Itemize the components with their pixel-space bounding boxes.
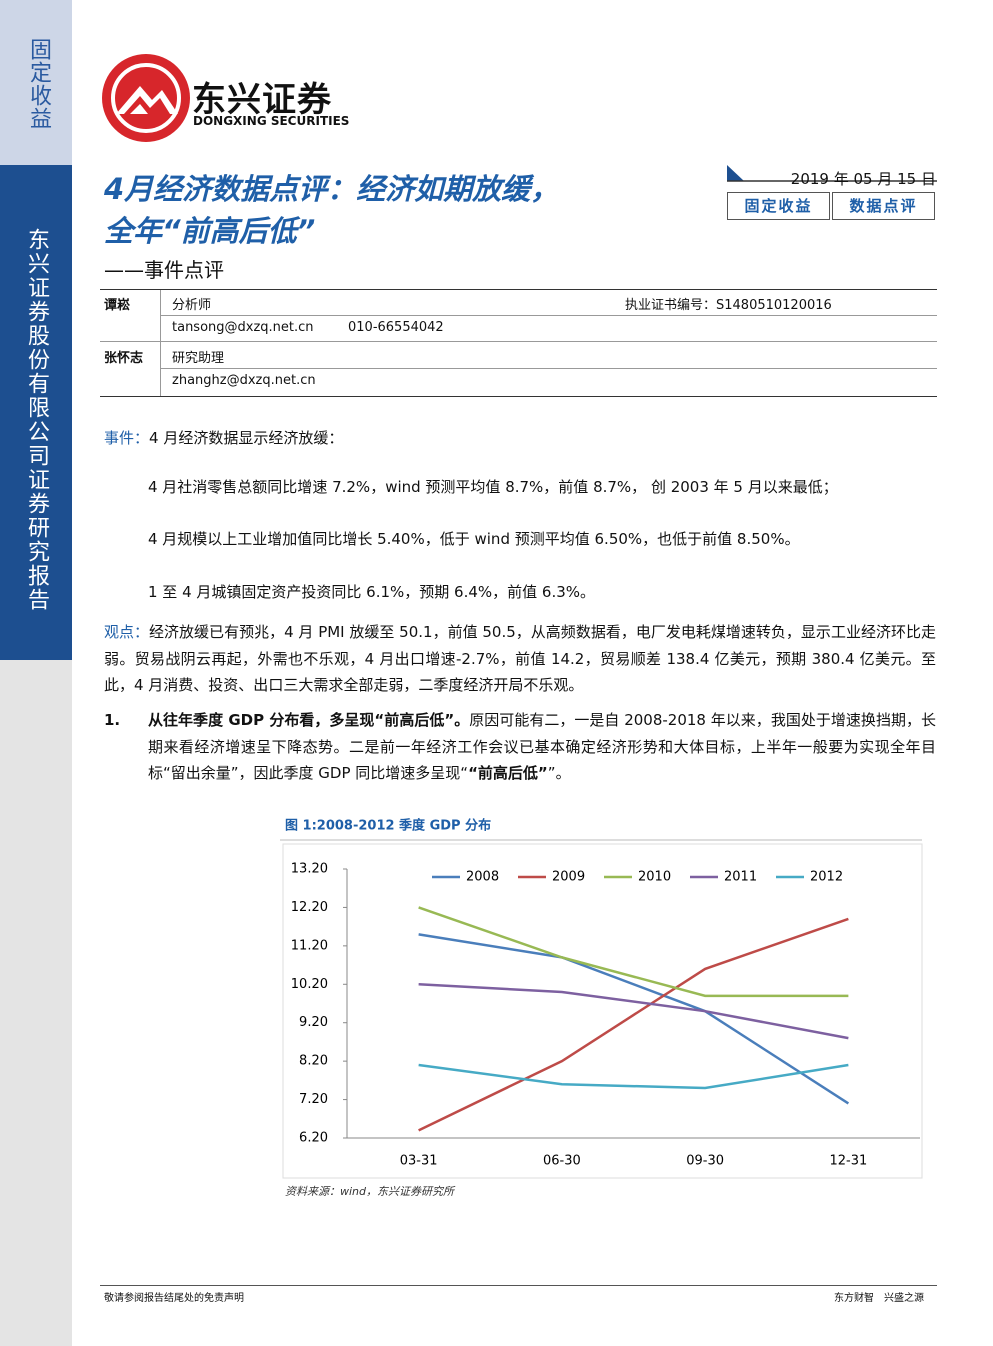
- x-tick-label: 12-31: [829, 1154, 867, 1169]
- author-name: 张怀志: [104, 351, 144, 366]
- tag: 固定收益: [727, 192, 830, 220]
- author-license: 执业证书编号：S1480510120016: [625, 298, 832, 313]
- series-line: [418, 983, 849, 1040]
- point-number: 1.: [104, 711, 121, 729]
- legend-label: 2011: [724, 870, 757, 885]
- table-line: [160, 315, 937, 316]
- logo-name: 东兴证券: [192, 80, 332, 120]
- x-tick-label: 09-30: [686, 1154, 724, 1169]
- author-role: 研究助理: [172, 351, 225, 366]
- logo-mark: [102, 54, 190, 142]
- sidebar-category: 固定收益: [26, 38, 51, 130]
- y-tick-label: 7.20: [299, 1092, 328, 1107]
- event-item: 1 至 4 月城镇固定资产投资同比 6.1%，预期 6.4%，前值 6.3%。: [148, 583, 596, 601]
- x-tick-label: 06-30: [543, 1154, 581, 1169]
- chart-source: 资料来源：wind，东兴证券研究所: [285, 1185, 456, 1198]
- chart-title: 图 1:2008-2012 季度 GDP 分布: [285, 818, 491, 834]
- y-tick-label: 12.20: [291, 900, 328, 915]
- point-emphasis: “前高后低”: [468, 764, 548, 782]
- table-bottom-line: [100, 396, 937, 397]
- event-label: 事件：: [104, 429, 150, 447]
- table-divider: [160, 290, 161, 396]
- y-tick-label: 8.20: [299, 1054, 328, 1069]
- title-line-2: 全年“前高后低”: [104, 214, 316, 248]
- event-text: 4 月经济数据显示经济放缓：: [149, 429, 344, 447]
- series-line: [418, 1063, 849, 1090]
- point-heading: 从往年季度 GDP 分布看，多呈现“前高后低”。: [148, 711, 470, 729]
- series-line: [418, 906, 849, 998]
- legend-label: 2012: [810, 870, 843, 885]
- sidebar-bottom: [0, 660, 72, 1346]
- author-phone: 010-66554042: [348, 320, 444, 335]
- sidebar-top: [0, 0, 72, 165]
- chart-frame: [282, 843, 923, 1179]
- logo-english: DONGXING SECURITIES: [193, 114, 350, 128]
- tag: 数据点评: [832, 192, 935, 220]
- series-line: [418, 917, 849, 1132]
- view-paragraph: 观点：经济放缓已有预兆，4 月 PMI 放缓至 50.1，前值 50.5，从高频…: [104, 619, 936, 699]
- x-tick-label: 03-31: [400, 1154, 438, 1169]
- footer-slogan: 东方财智 兴盛之源: [834, 1293, 924, 1304]
- y-tick-label: 6.20: [299, 1131, 328, 1146]
- legend-label: 2010: [638, 870, 671, 885]
- date-decoration: [727, 165, 937, 182]
- title-line-1: 4月经济数据点评：经济如期放缓，: [104, 172, 560, 206]
- series-line: [418, 933, 850, 1105]
- author-email: zhanghz@dxzq.net.cn: [172, 373, 316, 388]
- sidebar-middle: [0, 165, 72, 660]
- point-tail: ”。: [547, 764, 571, 782]
- table-line: [160, 368, 937, 369]
- table-top-line: [100, 289, 937, 290]
- table-line: [100, 341, 937, 342]
- point-text: 原因可能有二，一是自 2008-2018 年以来，我国处于增速换挡期，长期来看经…: [148, 711, 936, 782]
- footer-line: [100, 1285, 937, 1286]
- footer-disclaimer: 敬请参阅报告结尾处的免责声明: [104, 1293, 244, 1304]
- legend-label: 2009: [552, 870, 585, 885]
- view-text: 经济放缓已有预兆，4 月 PMI 放缓至 50.1，前值 50.5，从高频数据看…: [104, 623, 936, 694]
- event-item: 4 月规模以上工业增加值同比增长 5.40%，低于 wind 预测平均值 6.5…: [148, 530, 800, 548]
- chart: 图 1:2008-2012 季度 GDP 分布 资料来源：wind，东兴证券研究…: [280, 818, 923, 1198]
- author-email: tansong@dxzq.net.cn: [172, 320, 314, 335]
- y-tick-label: 10.20: [291, 977, 328, 992]
- legend-label: 2008: [466, 870, 499, 885]
- author-name: 谭崧: [104, 298, 131, 313]
- sidebar-company: 东兴证券股份有限公司证券研究报告: [24, 228, 49, 612]
- y-tick-label: 13.20: [291, 862, 328, 877]
- y-tick-label: 9.20: [299, 1015, 328, 1030]
- view-label: 观点：: [104, 623, 150, 641]
- subtitle: ——事件点评: [104, 258, 224, 282]
- author-role: 分析师: [172, 298, 212, 313]
- event-item: 4 月社消零售总额同比增速 7.2%，wind 预测平均值 8.7%，前值 8.…: [148, 478, 838, 496]
- event-paragraph: 事件：4 月经济数据显示经济放缓：: [104, 425, 934, 452]
- y-tick-label: 11.20: [291, 938, 328, 953]
- report-date: 2019 年 05 月 15 日: [790, 170, 936, 188]
- point-paragraph: 从往年季度 GDP 分布看，多呈现“前高后低”。原因可能有二，一是自 2008-…: [148, 707, 936, 787]
